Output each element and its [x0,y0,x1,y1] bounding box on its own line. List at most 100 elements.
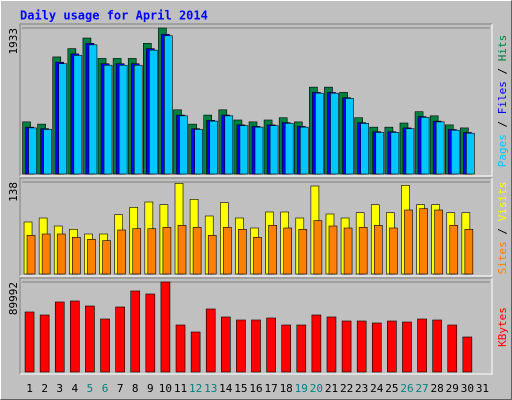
bar [311,314,322,373]
bar [177,225,187,275]
bar [356,320,367,373]
bar [238,229,247,275]
bar [39,314,50,373]
x-tick-label: 6 [102,382,109,395]
bar [175,324,186,373]
bar [464,229,474,275]
bar [268,225,277,275]
bar [164,35,173,175]
bar [130,290,141,373]
bar [54,301,65,373]
y-tick-label: 138 [7,182,20,202]
bar [224,115,234,175]
bar [462,336,473,373]
bar [328,225,338,275]
x-tick-label: 8 [132,382,139,395]
bar [373,225,383,275]
bar [435,121,445,175]
bar [281,324,291,373]
x-tick-label: 1 [26,382,33,395]
bar [254,126,264,175]
bar [375,132,385,175]
bar [239,125,249,175]
chart-title: Daily usage for April 2014 [20,9,208,23]
frame-light [20,178,493,277]
x-tick-label: 7 [117,382,124,395]
x-tick-label: 4 [72,382,79,395]
x-tick-label: 23 [355,382,368,395]
y-tick-label: 89992 [7,282,20,315]
x-tick-label: 5 [87,382,94,395]
bar [447,324,458,373]
bar [299,126,309,175]
x-tick-label: 26 [400,382,413,395]
bar [402,321,412,373]
bar [205,308,216,373]
x-tick-label: 31 [476,382,489,395]
bar [192,227,202,275]
bar [420,117,430,175]
bar [179,115,188,175]
bar [190,331,201,373]
bar [221,316,231,373]
bar [449,225,459,275]
x-tick-label: 2 [41,382,48,395]
bar [209,120,219,175]
legend-entry: Pages [496,134,509,167]
bar [26,235,36,275]
x-tick-label: 15 [234,382,247,395]
legend-entry: Sites [496,241,509,274]
bar [103,64,113,175]
bar [326,316,337,373]
x-tick-label: 3 [56,382,63,395]
bar [160,281,171,373]
x-tick-label: 13 [204,382,217,395]
bar [360,123,369,175]
legend-entry: Files [496,81,509,114]
legend: KBytes [496,307,509,347]
bar [85,305,95,373]
bar [343,227,353,275]
x-tick-label: 12 [189,382,202,395]
x-tick-label: 28 [431,382,444,395]
legend-separator: / [496,221,509,241]
legend-entry: KBytes [496,307,509,347]
x-tick-label: 16 [249,382,262,395]
bar [24,311,35,373]
bar [58,63,68,175]
x-tick-label: 10 [159,382,172,395]
bar [251,319,261,373]
bar [102,240,111,275]
bar [100,318,110,373]
x-tick-label: 20 [310,382,323,395]
bar [269,125,279,175]
bar [162,227,172,275]
x-tick-label: 11 [174,382,187,395]
bar [72,237,81,275]
bar [432,319,442,373]
bar [371,322,382,373]
x-tick-label: 9 [147,382,154,395]
bar [56,233,66,275]
bar [419,208,428,275]
bar [88,44,98,175]
bar [117,229,126,275]
frame-light [20,24,493,177]
x-tick-label: 25 [385,382,398,395]
legend-entry: Visits [496,182,509,222]
bar [404,209,413,275]
bar [28,127,37,175]
bar [389,227,398,275]
bar [450,129,460,175]
x-tick-label: 21 [325,382,338,395]
bar [405,128,415,175]
bar [73,55,83,175]
bar [236,319,246,373]
legend: Sites / Visits [496,182,509,275]
bar [253,237,262,275]
bar [417,318,427,373]
bar [147,228,157,275]
x-tick-label: 18 [280,382,293,395]
